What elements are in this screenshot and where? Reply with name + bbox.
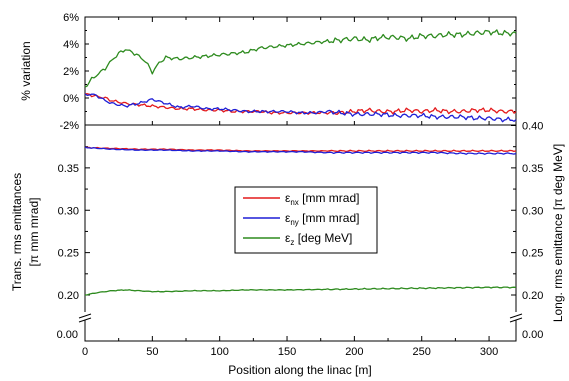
top-y-tick-label: -2%	[59, 120, 79, 132]
bottom-panel-emittance: 0 50 100 150 200 250 300 0.20 0.25 0.30 0.35 0.20…	[10, 17, 565, 377]
top-y-axis-title: % variation	[19, 41, 33, 100]
left-y-tick-label: 0.35	[58, 163, 79, 175]
top-series-eny	[84, 93, 517, 123]
top-y-tick-label: 0%	[63, 93, 79, 105]
legend-label-enx: εnx [mm mrad]	[285, 191, 359, 207]
top-y-tick-label: 6%	[63, 12, 79, 24]
right-y-tick-label: 0.40	[522, 121, 543, 133]
bottom-left-y-axis: 0.20 0.25 0.30 0.35	[58, 146, 90, 302]
left-break-slash-2	[78, 317, 92, 323]
left-break-slash-1	[78, 313, 92, 319]
bottom-series-group	[84, 146, 517, 296]
right-y-tick-label: 0.25	[522, 248, 543, 260]
x-tick-label: 300	[480, 346, 498, 358]
right-break-tick-label: 0.00	[522, 329, 543, 341]
x-tick-label: 50	[146, 346, 158, 358]
axis-break-marks: 0.00 0.00	[57, 312, 543, 341]
top-series-enx	[84, 93, 517, 116]
right-break-slash-2	[509, 317, 523, 323]
left-y-tick-label: 0.20	[58, 290, 79, 302]
top-plot-frame	[84, 16, 517, 126]
right-break-slash-1	[509, 313, 523, 319]
bottom-left-y-axis-title-line2: [π mm mrad]	[27, 198, 41, 267]
left-y-tick-label: 0.30	[58, 205, 79, 217]
top-y-tick-label: 4%	[63, 39, 79, 51]
left-y-tick-label: 0.25	[58, 248, 79, 260]
legend: εnx [mm mrad] εny [mm mrad] εz [deg MeV]	[234, 186, 378, 254]
right-y-tick-label: 0.20	[522, 290, 543, 302]
bottom-x-axis: 0 50 100 150 200 250 300	[82, 17, 498, 358]
x-tick-label: 250	[413, 346, 431, 358]
x-tick-label: 150	[278, 346, 296, 358]
top-series-ez	[84, 29, 517, 88]
bottom-left-y-axis-title-line1: Trans. rms emittances	[10, 173, 24, 291]
legend-label-ez: εz [deg MeV]	[285, 231, 352, 247]
left-break-tick-label: 0.00	[57, 329, 78, 341]
right-y-tick-label: 0.30	[522, 205, 543, 217]
top-series-group	[84, 29, 517, 123]
x-axis-title: Position along the linac [m]	[228, 363, 371, 377]
x-tick-label: 0	[82, 346, 88, 358]
legend-label-eny: εny [mm mrad]	[285, 211, 359, 227]
bottom-series-ez	[84, 286, 517, 296]
bottom-series-eny	[84, 146, 517, 155]
right-y-tick-label: 0.35	[522, 163, 543, 175]
bottom-right-y-axis-title: Long. rms emittance [π deg MeV]	[551, 144, 565, 322]
x-tick-label: 100	[211, 346, 229, 358]
top-panel-variation: -2% 0% 2% 4% 6% % variation	[19, 12, 517, 132]
bottom-plot-frame	[84, 124, 517, 342]
top-y-axis: -2% 0% 2% 4% 6%	[59, 12, 516, 132]
x-tick-label: 200	[345, 346, 363, 358]
top-y-tick-label: 2%	[63, 66, 79, 78]
bottom-right-y-axis: 0.20 0.25 0.30 0.35 0.40	[511, 121, 543, 302]
